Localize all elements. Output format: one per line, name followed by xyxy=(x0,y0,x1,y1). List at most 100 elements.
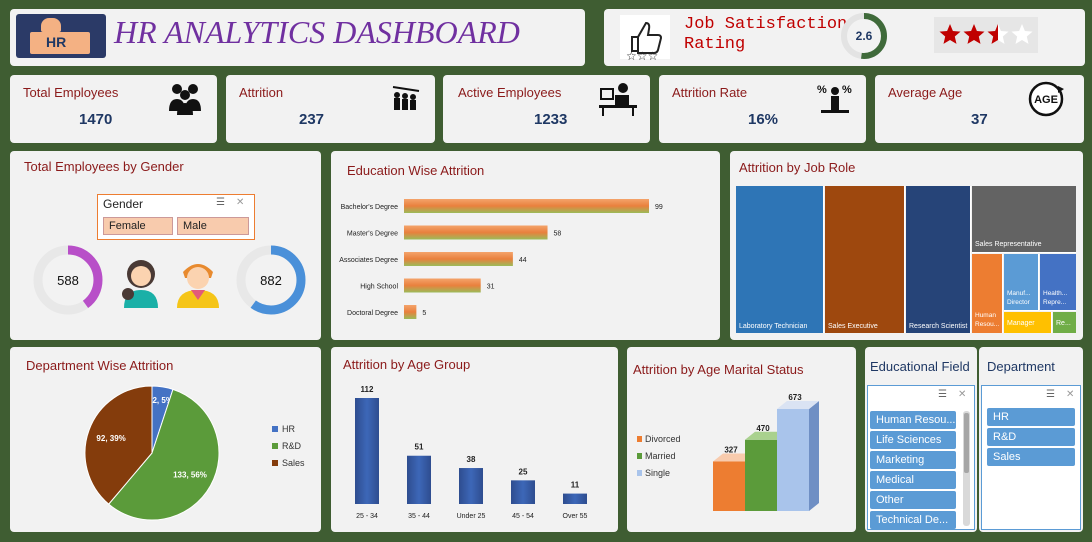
marital-value-label: 327 xyxy=(724,445,738,454)
job-role-card: Attrition by Job Role Laboratory Technic… xyxy=(730,151,1083,340)
logo-badge: HR xyxy=(30,32,90,54)
education-attrition-card: Education Wise Attrition Bachelor's Degr… xyxy=(331,151,720,340)
satisfaction-card: ☆☆☆ Job Satisfaction Rating 2.6 xyxy=(604,9,1085,66)
gender-slicer-title: Gender xyxy=(103,197,144,211)
education-bar xyxy=(404,278,481,293)
pie-data-label: 133, 56% xyxy=(173,470,207,479)
percent-person-icon: %% xyxy=(817,84,852,113)
education-value-label: 5 xyxy=(422,310,426,317)
thumbs-up-icon: ☆☆☆ xyxy=(620,15,670,61)
marital-bar-top xyxy=(745,431,787,440)
kpi-active-employees: Active Employees 1233 xyxy=(443,75,650,143)
marital-bar-top xyxy=(713,453,755,462)
marital-status-chart: 327 470 673 Divorced Married Single xyxy=(637,393,819,511)
kpi-attrition: Attrition 237 xyxy=(226,75,435,143)
satisfaction-label: Job Satisfaction Rating xyxy=(684,15,847,55)
legend-label: HR xyxy=(282,424,295,434)
education-category-label: Associates Degree xyxy=(339,257,398,264)
marital-bar xyxy=(713,461,745,511)
kpi-value: 1470 xyxy=(79,111,113,128)
slicer-item[interactable]: Marketing xyxy=(870,451,956,469)
education-value-label: 58 xyxy=(554,231,562,238)
treemap-healthcare-representative: Health... Repre... xyxy=(1040,254,1076,311)
marital-bar xyxy=(777,409,809,511)
kpi-total-employees: Total Employees 1470 xyxy=(10,75,217,143)
age-category-label: Over 55 xyxy=(563,513,588,520)
slicer-item[interactable]: Sales xyxy=(987,448,1075,466)
kpi-label: Active Employees xyxy=(458,85,562,100)
kpi-label: Attrition Rate xyxy=(672,85,748,100)
age-bar xyxy=(511,480,535,504)
title-card: HR HR ANALYTICS DASHBOARD xyxy=(10,9,585,66)
satisfaction-value: 2.6 xyxy=(856,29,873,43)
legend-label: R&D xyxy=(282,441,302,451)
female-count: 588 xyxy=(57,273,79,288)
treemap-label: Research Scientist xyxy=(909,323,968,330)
slicer-item[interactable]: Medical xyxy=(870,471,956,489)
slicer-item[interactable]: Life Sciences xyxy=(870,431,956,449)
age-group-chart: 112 25 - 34 51 35 - 44 38 Under 25 25 45 - 54 11… xyxy=(355,385,588,520)
age-category-label: Under 25 xyxy=(457,513,486,520)
age-bar xyxy=(459,468,483,504)
treemap-label: Manager xyxy=(1007,320,1035,327)
star-rating xyxy=(934,17,1038,53)
education-attrition-chart: Bachelor's Degree 99 Master's Degree 58 Asso… xyxy=(339,199,663,319)
svg-text:AGE: AGE xyxy=(1034,94,1058,106)
people-leaving-icon xyxy=(392,86,420,110)
slicer-item[interactable]: Technical De... xyxy=(870,511,956,529)
education-value-label: 99 xyxy=(655,204,663,211)
star-icon xyxy=(939,24,961,44)
female-donut: 588 xyxy=(33,245,103,315)
multi-select-icon[interactable]: ☰ xyxy=(938,389,947,400)
educational-field-title: Educational Field xyxy=(870,359,970,374)
pie-slice xyxy=(84,385,153,505)
education-attrition-title: Education Wise Attrition xyxy=(347,163,485,178)
education-value-label: 44 xyxy=(519,257,527,264)
treemap-sales-executive: Sales Executive xyxy=(825,186,905,333)
kpi-value: 37 xyxy=(971,111,988,128)
clear-filter-icon[interactable]: ✕ xyxy=(958,389,967,400)
education-bar xyxy=(404,252,513,266)
legend-label: Married xyxy=(645,451,676,461)
multi-select-icon[interactable]: ☰ xyxy=(1046,389,1055,400)
slicer-item[interactable]: R&D xyxy=(987,428,1075,446)
satisfaction-gauge: 2.6 xyxy=(841,13,887,59)
hr-logo: HR xyxy=(16,14,106,58)
multi-select-icon[interactable]: ☰ xyxy=(216,197,225,208)
kpi-value: 237 xyxy=(299,111,325,128)
education-category-label: Master's Degree xyxy=(347,231,398,238)
treemap-research-director: Re... xyxy=(1053,312,1076,333)
treemap-laboratory-technician: Laboratory Technician xyxy=(736,186,824,333)
age-group-card: Attrition by Age Group 112 25 - 34 51 35 - … xyxy=(331,347,618,532)
age-category-label: 35 - 44 xyxy=(408,513,430,520)
slicer-item[interactable]: Human Resou... xyxy=(870,411,956,429)
slicer-item[interactable]: HR xyxy=(987,408,1075,426)
treemap-sales-representative: Sales Representative xyxy=(972,186,1076,253)
gender-option-female[interactable]: Female xyxy=(103,217,173,235)
department-slicer-card: Department ☰ ✕ HR R&D Sales xyxy=(979,347,1083,532)
marital-bar-side xyxy=(809,401,819,511)
educational-field-slicer: ☰ ✕ Human Resou... Life Sciences Marketi… xyxy=(867,385,975,530)
pie-data-label: 92, 39% xyxy=(96,434,125,443)
clear-filter-icon[interactable]: ✕ xyxy=(236,197,245,208)
pie-data-label: 12, 5% xyxy=(148,396,173,405)
slicer-scrollbar[interactable] xyxy=(963,411,970,526)
legend-swatch xyxy=(272,460,278,466)
education-bar xyxy=(404,199,649,213)
age-value-label: 38 xyxy=(467,455,476,464)
age-value-label: 112 xyxy=(361,385,374,394)
treemap-label: Laboratory Technician xyxy=(739,323,808,330)
education-value-label: 31 xyxy=(487,284,495,291)
clear-filter-icon[interactable]: ✕ xyxy=(1066,389,1075,400)
gender-option-male[interactable]: Male xyxy=(177,217,249,235)
slicer-scrollbar-thumb[interactable] xyxy=(964,413,969,473)
female-donut-arc xyxy=(33,245,103,315)
slicer-item[interactable]: Other xyxy=(870,491,956,509)
treemap-label: Human Resou... xyxy=(975,312,1000,328)
age-group-title: Attrition by Age Group xyxy=(343,357,471,372)
svg-text:%: % xyxy=(817,84,827,96)
department-slicer: ☰ ✕ HR R&D Sales xyxy=(981,385,1081,530)
legend-swatch xyxy=(637,453,642,459)
gender-title: Total Employees by Gender xyxy=(24,159,184,174)
age-bar xyxy=(355,398,379,504)
